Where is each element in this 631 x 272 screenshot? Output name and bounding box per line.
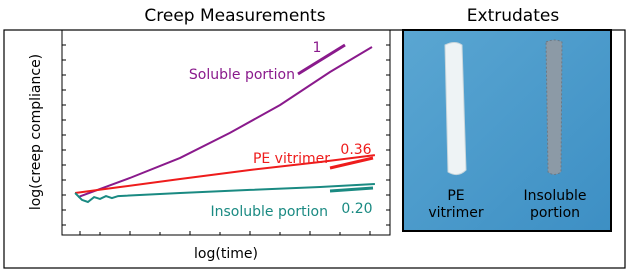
chart-title: Creep Measurements [144,6,325,26]
photo-label: vitrimer [428,205,484,221]
x-axis-label: log(time) [194,246,258,262]
photo-label: PE [447,188,464,204]
slope-line [298,45,345,74]
slope-label: 0.20 [341,201,372,217]
series-label: Insoluble portion [211,204,329,220]
photo-title: Extrudates [467,6,560,26]
series-label: Soluble portion [189,67,295,83]
figure: Creep Measurements Extrudates log(time) … [0,0,631,272]
slope-line [330,188,373,191]
slope-lines [298,45,373,191]
photo-label: portion [530,205,580,221]
slope-label: 1 [313,40,322,56]
photo-sample [445,43,466,175]
y-axis-label: log(creep compliance) [28,54,44,210]
photo-sample [546,40,562,175]
photo-label: Insoluble [523,188,586,204]
